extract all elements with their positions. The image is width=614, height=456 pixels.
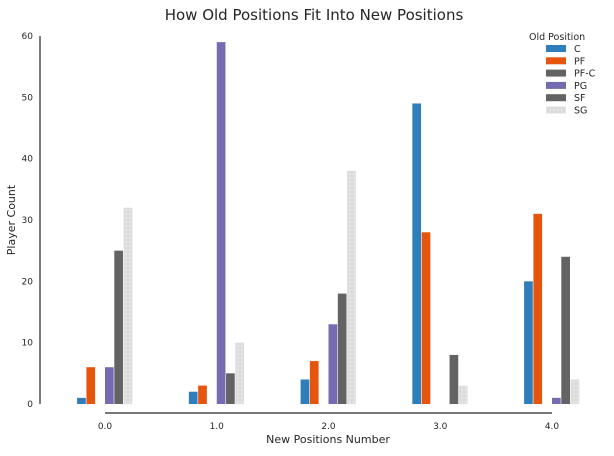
y-tick-label: 60 <box>22 32 34 42</box>
x-tick-label: 3.0 <box>433 422 448 432</box>
x-tick-label: 1.0 <box>210 422 225 432</box>
legend-swatch-pf <box>546 57 566 65</box>
bar-c-0-0 <box>77 397 86 404</box>
bar-pf-1-0 <box>198 385 207 404</box>
x-tick-label: 4.0 <box>545 422 560 432</box>
bar-sf-4-0 <box>561 256 570 404</box>
legend-title: Old Position <box>529 32 585 43</box>
y-tick-label: 10 <box>22 339 34 349</box>
legend-label-sf: SF <box>574 93 586 104</box>
legend-label-sg: SG <box>574 106 587 117</box>
y-axis-label: Player Count <box>5 184 18 255</box>
x-ticks: 0.0 1.0 2.0 3.0 4.0 <box>98 422 560 432</box>
bar-sf-1-0 <box>226 373 235 404</box>
legend-label-c: C <box>574 44 581 55</box>
bars <box>77 42 580 404</box>
bar-pf-3-0 <box>421 232 431 404</box>
x-tick-label: 0.0 <box>98 422 113 432</box>
bar-pf-0-0 <box>86 367 96 404</box>
bar-c-4-0 <box>524 281 533 404</box>
x-axis-label: New Positions Number <box>266 433 390 446</box>
bar-sg-2-0 <box>347 170 356 404</box>
legend-swatch-sf <box>546 94 566 102</box>
legend-swatch-pg <box>546 81 566 89</box>
bar-c-1-0 <box>188 391 198 404</box>
bar-pg-1-0 <box>216 42 226 404</box>
legend-swatch-pf-c <box>546 69 566 77</box>
chart-title: How Old Positions Fit Into New Positions <box>165 6 464 24</box>
legend-label-pf-c: PF-C <box>574 69 596 80</box>
legend-label-pf: PF <box>574 56 585 67</box>
bar-sf-3-0 <box>449 354 459 404</box>
bar-sf-0-0 <box>114 250 123 404</box>
legend-swatch-c <box>546 45 566 52</box>
bar-pf-2-0 <box>309 361 319 404</box>
y-ticks: 0 10 20 30 40 50 60 <box>22 32 34 410</box>
bar-pg-0-0 <box>105 367 114 404</box>
x-tick-label: 2.0 <box>321 422 336 432</box>
y-tick-label: 0 <box>27 400 33 410</box>
y-tick-label: 50 <box>22 93 34 103</box>
bar-pf-4-0 <box>533 213 543 404</box>
bar-pg-4-0 <box>552 397 561 404</box>
bar-sg-4-0 <box>570 379 580 404</box>
legend-swatch-sg <box>546 106 566 114</box>
bar-sg-1-0 <box>235 342 245 404</box>
bar-pg-2-0 <box>328 324 338 404</box>
bar-c-3-0 <box>412 103 422 404</box>
bar-sf-2-0 <box>337 293 347 404</box>
bar-sg-3-0 <box>458 385 468 404</box>
bar-c-2-0 <box>300 379 310 404</box>
legend-label-pg: PG <box>574 81 587 92</box>
y-tick-label: 20 <box>22 277 34 287</box>
y-tick-label: 30 <box>22 216 34 226</box>
y-tick-label: 40 <box>22 155 34 165</box>
bar-sg-0-0 <box>123 207 133 404</box>
